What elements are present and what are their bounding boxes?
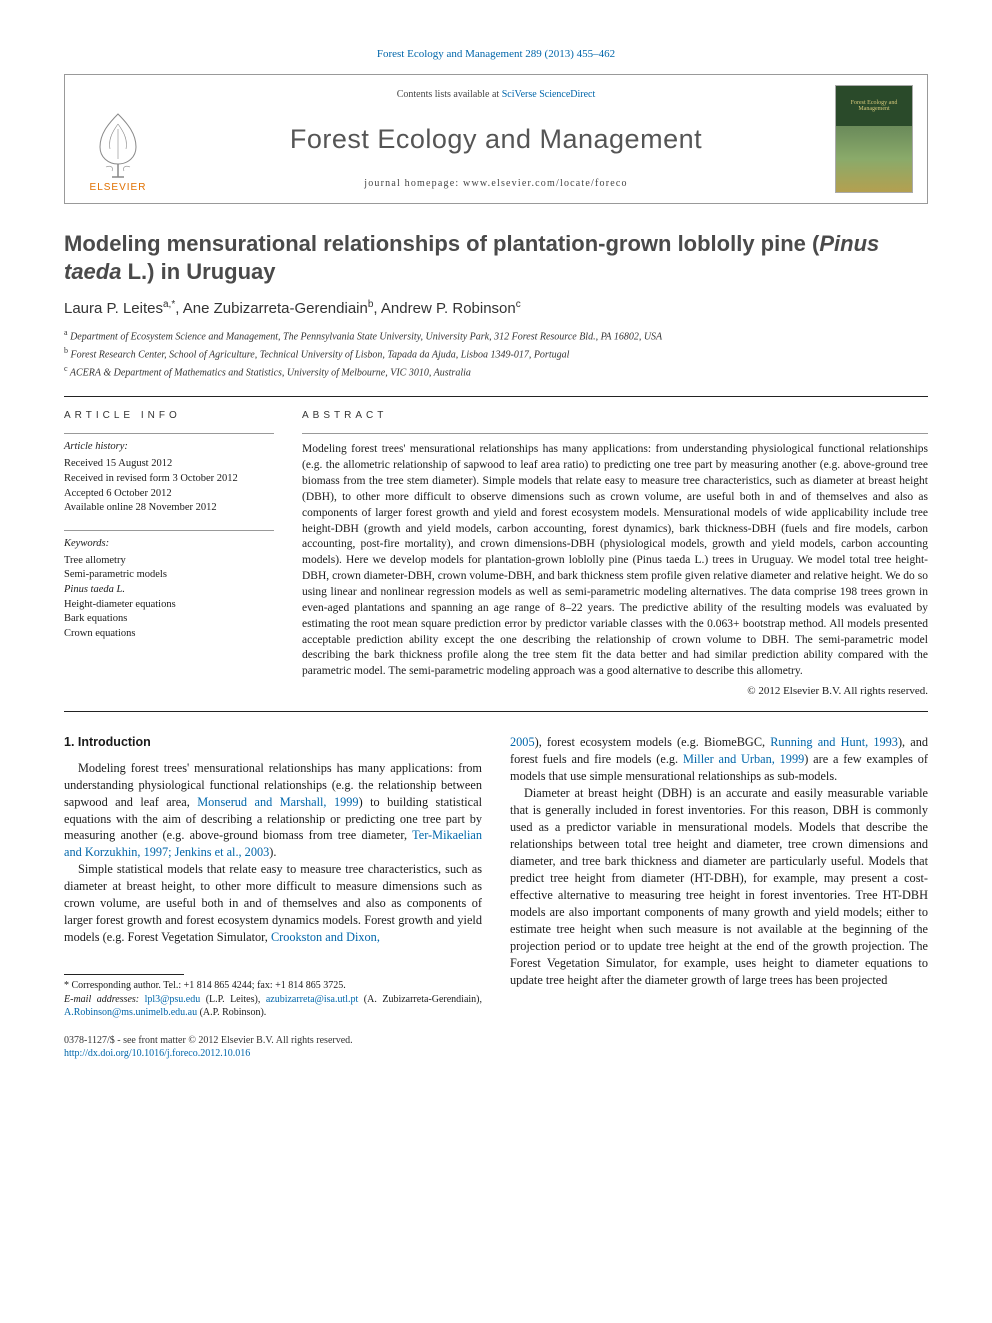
history-label: Article history: xyxy=(64,440,274,455)
email-1[interactable]: lpl3@psu.edu xyxy=(145,994,201,1005)
authors-line: Laura P. Leitesa,*, Ane Zubizarreta-Gere… xyxy=(64,299,928,317)
email-3-who: (A.P. Robinson). xyxy=(200,1007,267,1018)
article-info-column: ARTICLE INFO Article history: Received 1… xyxy=(64,409,274,699)
title-pre: Modeling mensurational relationships of … xyxy=(64,231,819,256)
info-abstract-row: ARTICLE INFO Article history: Received 1… xyxy=(64,409,928,699)
corresponding-note: * Corresponding author. Tel.: +1 814 865… xyxy=(64,979,482,993)
author-2-sup: b xyxy=(368,299,374,310)
email-3[interactable]: A.Robinson@ms.unimelb.edu.au xyxy=(64,1007,197,1018)
sciencedirect-link[interactable]: SciVerse ScienceDirect xyxy=(502,89,596,100)
author-1: Laura P. Leitesa,* xyxy=(64,300,175,317)
abstract-copyright: © 2012 Elsevier B.V. All rights reserved… xyxy=(302,684,928,699)
abstract-head: ABSTRACT xyxy=(302,409,928,423)
ref-running[interactable]: Running and Hunt, 1993 xyxy=(770,735,898,749)
history-0: Received 15 August 2012 xyxy=(64,457,274,472)
author-3: Andrew P. Robinsonc xyxy=(381,300,521,317)
affiliations: a Department of Ecosystem Science and Ma… xyxy=(64,327,928,380)
ref-miller[interactable]: Miller and Urban, 1999 xyxy=(683,752,804,766)
ref-crookston-b[interactable]: 2005 xyxy=(510,735,535,749)
author-1-sup: a,* xyxy=(163,299,175,310)
info-rule-1 xyxy=(64,433,274,434)
emails-label: E-mail addresses: xyxy=(64,994,139,1005)
author-1-name: Laura P. Leites xyxy=(64,300,163,317)
affil-a: a Department of Ecosystem Science and Ma… xyxy=(64,327,928,345)
kw-2: Pinus taeda L. xyxy=(64,583,274,598)
author-2-name: Ane Zubizarreta-Gerendiain xyxy=(183,300,368,317)
history-3: Available online 28 November 2012 xyxy=(64,501,274,516)
history-2: Accepted 6 October 2012 xyxy=(64,487,274,502)
journal-header-box: ELSEVIER Contents lists available at Sci… xyxy=(64,74,928,204)
body-p3: Diameter at breast height (DBH) is an ac… xyxy=(510,785,928,989)
info-rule-2 xyxy=(64,530,274,531)
cover-image xyxy=(836,126,912,192)
abstract-text: Modeling forest trees' mensurational rel… xyxy=(302,442,928,680)
affil-c: c ACERA & Department of Mathematics and … xyxy=(64,363,928,381)
abs-rule xyxy=(302,433,928,434)
ref-crookston[interactable]: Crookston and Dixon, xyxy=(271,930,380,944)
body-p2: Simple statistical models that relate ea… xyxy=(64,861,482,946)
doi-link[interactable]: http://dx.doi.org/10.1016/j.foreco.2012.… xyxy=(64,1048,250,1059)
journal-name: Forest Ecology and Management xyxy=(290,124,702,155)
rule-below-abs xyxy=(64,711,928,712)
title-post: L.) in Uruguay xyxy=(121,259,275,284)
body-p1: Modeling forest trees' mensurational rel… xyxy=(64,760,482,862)
cover-title: Forest Ecology and Management xyxy=(836,98,912,115)
footnote-rule xyxy=(64,974,184,975)
footnotes: * Corresponding author. Tel.: +1 814 865… xyxy=(64,974,482,1020)
journal-cover-thumb: Forest Ecology and Management xyxy=(835,85,913,193)
bottom-meta: 0378-1127/$ - see front matter © 2012 El… xyxy=(64,1034,928,1060)
email-addresses: E-mail addresses: lpl3@psu.edu (L.P. Lei… xyxy=(64,993,482,1020)
kw-4: Bark equations xyxy=(64,612,274,627)
keywords-label: Keywords: xyxy=(64,537,274,552)
rule-top xyxy=(64,396,928,397)
citation-header: Forest Ecology and Management 289 (2013)… xyxy=(64,48,928,60)
article-title: Modeling mensurational relationships of … xyxy=(64,230,928,285)
author-3-sup: c xyxy=(516,299,521,310)
kw-3: Height-diameter equations xyxy=(64,598,274,613)
kw-5: Crown equations xyxy=(64,627,274,642)
elsevier-tree-icon xyxy=(88,109,148,179)
email-2-who: (A. Zubizarreta-Gerendiain) xyxy=(364,994,480,1005)
article-info-head: ARTICLE INFO xyxy=(64,409,274,423)
elsevier-logo: ELSEVIER xyxy=(79,85,157,193)
abstract-column: ABSTRACT Modeling forest trees' mensurat… xyxy=(302,409,928,699)
header-middle: Contents lists available at SciVerse Sci… xyxy=(171,85,821,193)
body-p2-cont: 2005), forest ecosystem models (e.g. Bio… xyxy=(510,734,928,785)
section-1-head: 1. Introduction xyxy=(64,734,482,751)
kw-0: Tree allometry xyxy=(64,554,274,569)
contents-line: Contents lists available at SciVerse Sci… xyxy=(397,89,596,100)
kw-1: Semi-parametric models xyxy=(64,568,274,583)
author-3-name: Andrew P. Robinson xyxy=(381,300,516,317)
email-1-who: (L.P. Leites) xyxy=(206,994,258,1005)
contents-prefix: Contents lists available at xyxy=(397,89,502,100)
history-1: Received in revised form 3 October 2012 xyxy=(64,472,274,487)
front-matter-line: 0378-1127/$ - see front matter © 2012 El… xyxy=(64,1034,928,1047)
journal-homepage: journal homepage: www.elsevier.com/locat… xyxy=(364,178,628,189)
email-2[interactable]: azubizarreta@isa.utl.pt xyxy=(266,994,359,1005)
elsevier-label: ELSEVIER xyxy=(90,182,147,193)
author-2: Ane Zubizarreta-Gerendiainb xyxy=(183,300,374,317)
ref-monserud[interactable]: Monserud and Marshall, 1999 xyxy=(197,795,358,809)
body-columns: 1. Introduction Modeling forest trees' m… xyxy=(64,734,928,1019)
affil-b: b Forest Research Center, School of Agri… xyxy=(64,345,928,363)
